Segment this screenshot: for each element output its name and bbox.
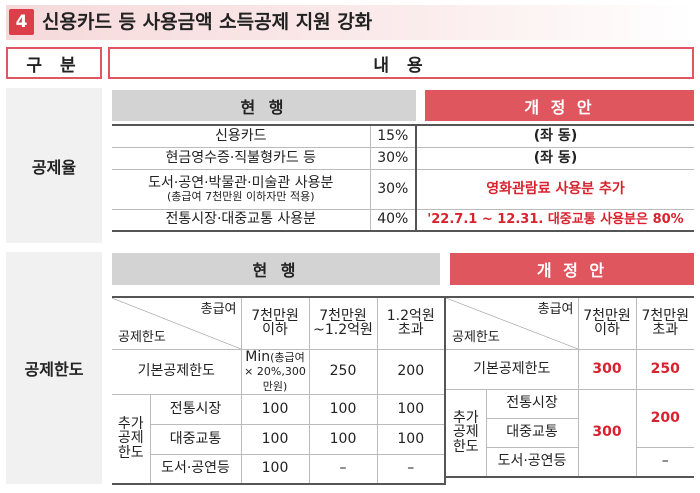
rate-item: 신용카드 [112,125,370,147]
col-header: 7천만원 ~1.2억원 [309,297,377,349]
extra-c2: 100 [309,394,377,424]
rate-item-note: (총급여 7천만원 이하자만 적용) [114,191,368,203]
extra-name: 도서·공연등 [150,454,241,484]
extra-c1: 100 [241,454,309,484]
header-salary: 총급여 [201,303,237,317]
rate-item: 전통시장·대중교통 사용분 [112,209,370,231]
col-header: 7천만원 이하 [241,297,309,349]
header-limit: 공제한도 [452,331,500,345]
rate-item-main: 도서·공연·박물관·미술관 사용분 [114,176,368,191]
rate-section-label: 공제율 [6,88,102,243]
extra-c3: 100 [377,424,445,454]
rate-value: 30% [370,169,416,209]
table-row: 기본공제한도 300 250 [446,349,694,389]
extra-name: 대중교통 [486,418,578,447]
limit-revised-header: 개 정 안 [450,253,694,285]
diagonal-header: 총급여 공제한도 [112,297,241,349]
diagonal-header: 총급여 공제한도 [446,297,578,349]
rate-item: 도서·공연·박물관·미술관 사용분 (총급여 7천만원 이하자만 적용) [112,169,370,209]
extra-c2-top: 200 [636,389,694,447]
rate-revised: 영화관람료 사용분 추가 [416,169,694,209]
extra-name: 전통시장 [150,394,241,424]
base-limit-c2: 250 [636,349,694,389]
rate-revised-header: 개 정 안 [425,90,694,121]
table-row: 현금영수증·직불형카드 등 30% (좌 동) [112,147,694,169]
section-number-badge: 4 [9,9,34,35]
col-header: 1.2억원 초과 [377,297,445,349]
table-row: 대중교통 100 100 100 [112,424,445,454]
table-row: 전통시장·대중교통 사용분 40% '22.7.1 ~ 12.31. 대중교통 … [112,209,694,231]
rate-item: 현금영수증·직불형카드 등 [112,147,370,169]
extra-c1: 100 [241,394,309,424]
table-row: 신용카드 15% (좌 동) [112,125,694,147]
table-row: 총급여 공제한도 7천만원 이하 7천만원 ~1.2억원 1.2억원 초과 [112,297,445,349]
table-row: 기본공제한도 Min(총급여 × 20%,300만원) 250 200 [112,349,445,394]
table-row: 추가 공제 한도 전통시장 100 100 100 [112,394,445,424]
rate-revised: '22.7.1 ~ 12.31. 대중교통 사용분은 80% [416,209,694,231]
category-header: 구 분 [6,47,102,79]
limit-section-label: 공제한도 [6,252,102,484]
rate-table: 신용카드 15% (좌 동) 현금영수증·직불형카드 등 30% (좌 동) 도… [112,124,694,232]
rate-value: 40% [370,209,416,231]
base-limit-c3: 200 [377,349,445,394]
section-title: 신용카드 등 사용금액 소득공제 지원 강화 [42,6,372,39]
col-header: 7천만원 초과 [636,297,694,349]
extra-name: 전통시장 [486,389,578,418]
extra-c2-bottom: – [636,447,694,477]
rate-value: 15% [370,125,416,147]
base-limit-label: 기본공제한도 [446,349,578,389]
rate-value: 30% [370,147,416,169]
current-limit-table: 총급여 공제한도 7천만원 이하 7천만원 ~1.2억원 1.2억원 초과 기본… [112,296,446,485]
rate-revised: (좌 동) [416,147,694,169]
extra-name: 대중교통 [150,424,241,454]
rate-revised: (좌 동) [416,125,694,147]
base-limit-c2: 250 [309,349,377,394]
extra-c2: 100 [309,424,377,454]
content-header: 내 용 [108,47,694,79]
base-limit-main: Min [245,349,270,365]
extra-c2: – [309,454,377,484]
table-row: 추가 공제 한도 전통시장 300 200 [446,389,694,418]
rate-current-header: 현 행 [112,90,416,121]
base-limit-c1: 300 [578,349,636,389]
extra-c3: – [377,454,445,484]
extra-name: 도서·공연등 [486,447,578,477]
header-salary: 총급여 [538,303,574,317]
table-row: 도서·공연등 100 – – [112,454,445,484]
extra-c1: 100 [241,424,309,454]
limit-current-header: 현 행 [112,253,440,285]
base-limit-label: 기본공제한도 [112,349,241,394]
revised-limit-table: 총급여 공제한도 7천만원 이하 7천만원 초과 기본공제한도 300 250 … [446,296,694,478]
table-row: 도서·공연·박물관·미술관 사용분 (총급여 7천만원 이하자만 적용) 30%… [112,169,694,209]
extra-limit-label: 추가 공제 한도 [112,394,150,484]
extra-limit-label: 추가 공제 한도 [446,389,486,477]
base-limit-c1: Min(총급여 × 20%,300만원) [241,349,309,394]
extra-c1: 300 [578,389,636,477]
extra-c3: 100 [377,394,445,424]
header-limit: 공제한도 [118,331,166,345]
col-header: 7천만원 이하 [578,297,636,349]
table-row: 총급여 공제한도 7천만원 이하 7천만원 초과 [446,297,694,349]
